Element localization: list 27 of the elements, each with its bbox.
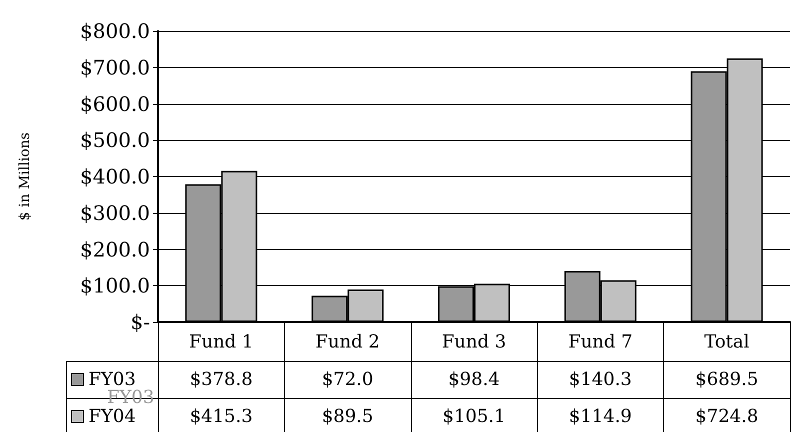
y-axis-title: $ in Millions [17, 132, 33, 221]
x-tick-label: Fund 7 [568, 332, 633, 352]
legend-label: FY03 [88, 369, 136, 390]
x-tick-label: Fund 2 [315, 332, 380, 352]
data-label: $114.9 [568, 406, 632, 426]
x-tick-label: Fund 3 [442, 332, 506, 352]
x-tick-label: Total [704, 332, 750, 352]
data-label: $689.5 [695, 368, 758, 390]
x-tick-label: Fund 1 [189, 332, 254, 352]
y-tick-label: $500.0 [80, 128, 150, 152]
data-label: $378.8 [190, 368, 253, 390]
data-label: $72.0 [322, 368, 374, 390]
y-tick-label: $300.0 [80, 200, 150, 225]
y-tick-label: $700.0 [80, 55, 150, 80]
data-label: $98.4 [448, 368, 500, 390]
y-tick-label: $200.0 [80, 237, 150, 262]
y-tick-label: $800.0 [80, 19, 150, 43]
y-tick-label: $400.0 [80, 164, 150, 188]
y-tick-label: $600.0 [80, 92, 150, 116]
y-tick-label: $100.0 [80, 274, 150, 298]
data-label: $105.1 [442, 406, 506, 426]
data-label: $140.3 [568, 368, 632, 390]
legend-label: FY04 [88, 406, 136, 427]
data-label: $89.5 [322, 406, 374, 426]
data-label: $724.8 [695, 406, 758, 426]
data-label: $415.3 [190, 406, 253, 426]
y-tick-label: $- [130, 310, 150, 334]
